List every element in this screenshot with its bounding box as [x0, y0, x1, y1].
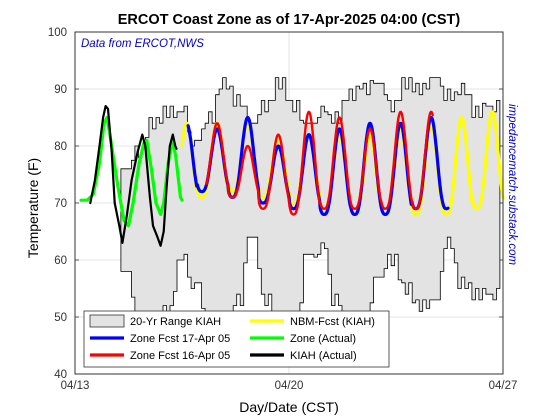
legend-swatch-range	[89, 314, 125, 328]
series-kiah-actual	[89, 105, 178, 247]
data-source-annotation: Data from ERCOT,NWS	[81, 38, 204, 50]
legend-item-zone16: Zone Fcst 16-Apr 05	[130, 350, 230, 362]
side-credit: impedancematch.substack.com	[506, 104, 518, 265]
x-tick-label: 04/13	[61, 380, 90, 392]
legend: 20-Yr Range KIAH NBM-Fcst (KIAH) Zone Fcst…	[83, 310, 390, 368]
y-tick-label: 70	[54, 198, 67, 210]
legend-item-actual: Zone (Actual)	[290, 333, 356, 345]
y-tick-label: 40	[54, 369, 67, 381]
legend-item-range: 20-Yr Range KIAH	[130, 316, 221, 328]
series-zone-forecast-16apr	[205, 110, 434, 216]
x-tick-label: 04/27	[489, 380, 518, 392]
legend-item-nbm: NBM-Fcst (KIAH)	[290, 316, 375, 328]
y-tick-label: 50	[54, 312, 67, 324]
x-axis-label: Day/Date (CST)	[239, 399, 339, 415]
legend-item-kiah: KIAH (Actual)	[290, 350, 357, 362]
y-tick-label: 60	[54, 255, 67, 267]
legend-item-zone17: Zone Fcst 17-Apr 05	[130, 333, 230, 345]
x-tick-label: 04/20	[275, 380, 304, 392]
y-tick-label: 80	[54, 141, 67, 153]
legend-box	[83, 310, 390, 368]
axes-frame	[74, 31, 504, 375]
y-axis-label: Temperature (F)	[25, 158, 41, 258]
y-tick-label: 100	[48, 27, 67, 39]
chart-title: ERCOT Coast Zone as of 17-Apr-2025 04:00…	[118, 12, 461, 28]
y-tick-label: 90	[54, 84, 67, 96]
